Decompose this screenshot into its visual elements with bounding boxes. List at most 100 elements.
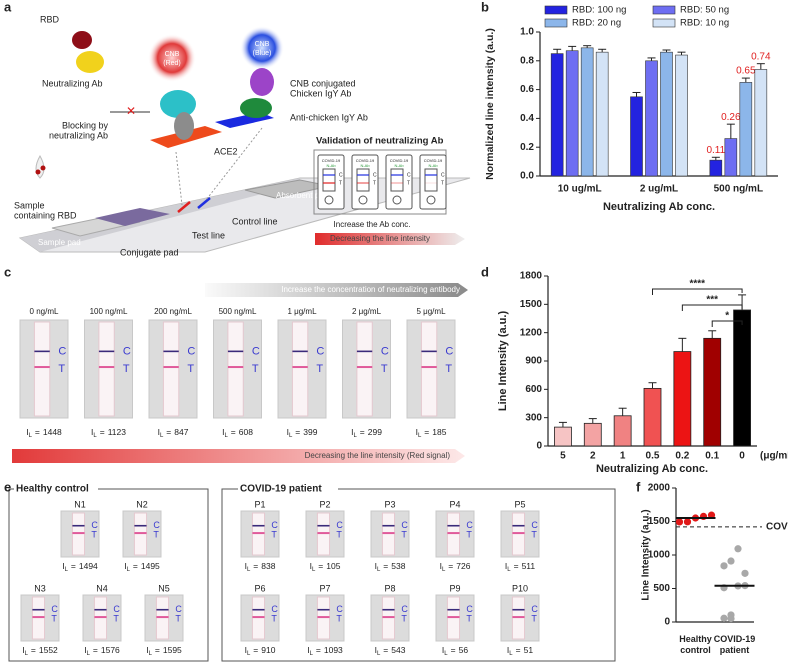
concentration-label: 500 ng/mL [219,307,257,316]
point [720,562,728,570]
readout: IL = 910 [245,645,276,656]
y-tick-label: 0 [664,617,670,628]
mini-window [390,168,404,192]
readout: IL = 1595 [146,645,182,656]
readout-subscript: L [289,433,293,439]
y-tick-label: 1000 [648,550,671,561]
mini-well [392,195,402,205]
point [734,545,742,553]
x-tick-label: 2 ug/mL [640,184,678,195]
readout-relation: = [295,427,300,437]
strip-mark: T [531,529,537,539]
zoom-guide [175,151,183,206]
readout-symbol: I [440,561,442,571]
strip-mark: C [187,345,195,357]
sample-label: P4 [449,499,460,509]
test-line [177,201,191,213]
concentration-label: 200 ng/mL [154,307,192,316]
bar [754,69,768,177]
x-tick-line: patient [720,645,750,655]
readout-subscript: L [377,567,381,573]
strip-header: COVID-19 [424,158,443,163]
strip-mark: T [381,363,388,375]
strip-mark: T [271,529,277,539]
readout: IL = 185 [416,427,447,438]
readout-relation: = [166,427,171,437]
conjugate-pad [95,208,170,226]
strip-mark: C [531,604,538,614]
x-tick-label: 0.2 [675,451,689,462]
readout-subscript: L [247,567,251,573]
readout: IL = 1576 [84,645,120,656]
readout-relation: = [71,561,76,571]
decrease-arrow [315,233,465,245]
readout-value: 910 [261,645,275,655]
arrow-label: Decreasing the line intensity [330,234,430,243]
blocking-label: Blocking by [62,120,109,130]
y-tick-label: 0 [536,441,542,452]
readout-relation: = [451,645,456,655]
sample-label: P5 [514,499,525,509]
strip-mark: C [373,172,377,178]
strip-header: COVID-19 [356,158,375,163]
readout: IL = 511 [505,561,536,572]
sample-label: N4 [96,583,108,593]
pad-label: Absorbent pad [276,191,328,200]
readout-subscript: L [127,567,131,573]
readout-value: 1576 [101,645,120,655]
x-tick-label: 0.1 [705,451,719,462]
readout-relation: = [133,561,138,571]
readout-relation: = [516,645,521,655]
readout-value: 56 [459,645,469,655]
readout-symbol: I [222,427,224,437]
sample-label: N2 [136,499,148,509]
strip-mark: T [441,180,444,186]
panel-label: a [4,0,12,14]
bar [613,415,632,447]
sample-label: N1 [74,499,86,509]
mini-window [322,168,336,192]
arrow-label: Decreasing the line intensity (Red signa… [305,451,451,460]
x-axis-label: Neutralizing Ab conc. [596,463,708,475]
mini-window [424,168,438,192]
y-tick-label: 0.0 [520,171,534,182]
x-tick-label: 0 [739,451,745,462]
line-label: Test line [192,230,225,240]
readout-relation: = [231,427,236,437]
readout-subscript: L [444,651,448,657]
bar [709,159,723,177]
readout: IL = 1495 [124,561,160,572]
sample-label: P8 [384,583,395,593]
strip-mark: T [401,529,407,539]
value-label: 0.65 [736,66,756,77]
strip-mark: C [441,172,445,178]
ace2-label: ACE2 [214,146,238,156]
y-tick-label: 0.4 [520,113,534,124]
igy-label: Chicken IgY Ab [290,88,351,98]
readout-symbol: I [84,645,86,655]
readout: IL = 56 [442,645,468,656]
readout-subscript: L [377,651,381,657]
igy-icon [250,68,274,96]
strip-mark: C [252,345,260,357]
title-bg [238,482,338,496]
value-label: 0.74 [751,51,771,62]
y-tick-label: 1500 [520,299,543,310]
readout-symbol: I [375,561,377,571]
cnb-red [148,34,196,82]
ace2-icon [174,112,194,140]
y-tick-label: 1800 [520,271,543,282]
readout-value: 1552 [39,645,58,655]
concentration-label: 5 μg/mL [416,307,446,316]
legend-swatch [544,18,568,28]
bar [643,387,662,447]
y-tick-label: 1200 [520,327,543,338]
legend-label: RBD: 50 ng [680,5,729,16]
readout-symbol: I [158,427,160,437]
bar [580,47,594,177]
validation-title: Validation of neutralizing Ab [316,136,444,147]
readout-value: 51 [524,645,534,655]
readout-symbol: I [287,427,289,437]
strip-mark: T [153,529,159,539]
